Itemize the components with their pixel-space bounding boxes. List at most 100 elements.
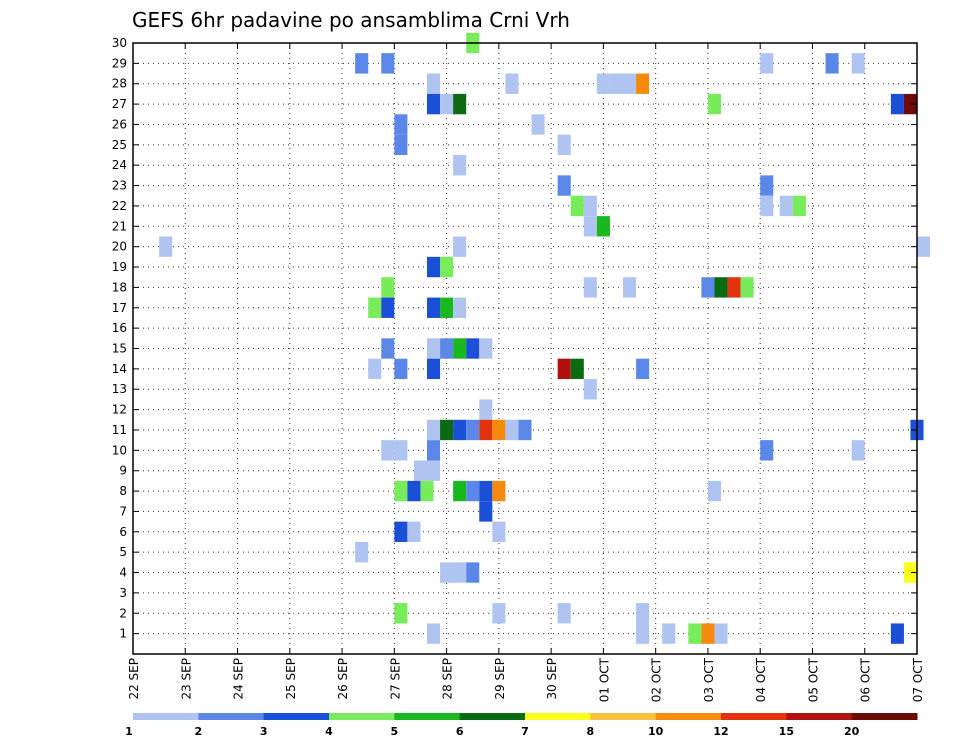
y-tick-label: 12 [112,403,127,417]
y-tick-label: 9 [119,464,127,478]
y-tick-label: 4 [119,566,127,580]
x-tick-label: 29 SEP [493,658,507,700]
precip-cell [623,73,637,94]
precip-cell [917,236,931,257]
precip-cell [583,195,597,217]
colorbar-label: 20 [844,725,860,738]
colorbar-label: 4 [325,725,333,738]
precip-cell [407,521,421,542]
colorbar-label: 3 [260,725,268,738]
precip-cell [570,358,584,380]
colorbar-label: 6 [456,725,464,738]
y-tick-label: 7 [119,504,127,518]
precip-cell [557,358,571,380]
y-tick-label: 8 [119,484,127,498]
grid-lines [132,42,918,654]
colorbar-label: 7 [521,725,529,738]
colorbar-swatch [786,713,853,720]
precip-cell [381,277,395,298]
precip-cell [707,480,721,502]
precip-cell [557,175,571,196]
y-tick-label: 15 [112,342,127,356]
precip-cell [609,73,623,94]
precip-cell [394,440,408,461]
colorbar-swatch [263,713,330,720]
precip-cell [466,338,480,359]
precip-cell [662,623,676,644]
y-tick-label: 23 [112,179,127,193]
precip-cell [427,460,441,481]
precip-cell [505,73,519,94]
colorbar-label: 15 [779,725,794,738]
precip-cell [570,195,584,217]
precip-cell [518,419,532,441]
y-tick-label: 28 [112,77,127,91]
precip-cell [394,521,408,542]
precip-cell [505,419,519,441]
precip-cell [636,603,650,624]
colorbar-swatch [198,713,265,720]
precipitation-cells [159,32,931,644]
x-tick-label: 06 OCT [859,657,873,702]
y-tick-label: 30 [112,36,127,50]
colorbar: 1 2 3 4 5 6 7 8 10 12 15 20 [125,713,918,738]
precip-cell [381,338,395,359]
colorbar-swatch [655,713,722,720]
precip-cell [394,134,408,156]
x-tick-label: 24 SEP [232,658,246,700]
chart-title: GEFS 6hr padavine po ansamblima Crni Vrh [132,8,570,32]
precip-cell [466,480,480,502]
precip-cell [636,358,650,380]
precip-cell [407,480,421,502]
precip-cell [557,134,571,156]
precip-cell [851,440,865,461]
precip-cell [479,501,493,522]
precip-cell [427,358,441,380]
precip-cell [903,562,917,583]
precip-cell [427,623,441,644]
x-tick-label: 07 OCT [911,657,925,702]
precip-cell [466,562,480,583]
precip-cell [453,155,467,176]
precip-cell [727,277,741,298]
y-tick-label: 3 [119,586,127,600]
precip-cell [440,256,454,278]
precip-cell [792,195,806,217]
precip-cell [760,195,774,217]
y-tick-label: 2 [119,606,127,620]
precip-cell [825,53,839,74]
y-tick-label: 13 [112,382,127,396]
y-tick-label: 27 [112,97,127,111]
precip-cell [760,175,774,196]
precip-cell [583,379,597,400]
precip-cell [368,297,382,318]
x-tick-label: 23 SEP [179,658,193,700]
colorbar-label: 2 [195,725,203,738]
precip-cell [596,216,610,237]
colorbar-label: 5 [391,725,399,738]
y-tick-label: 24 [112,158,127,172]
precip-cell [427,338,441,359]
colorbar-label: 1 [125,725,133,738]
precip-cell [636,73,650,94]
colorbar-label: 10 [648,725,664,738]
precip-cell [760,53,774,74]
x-tick-label: 22 SEP [127,658,141,700]
precip-cell [701,277,715,298]
precip-cell [688,623,702,644]
precip-cell [557,603,571,624]
colorbar-swatch [851,713,918,720]
precip-cell [740,277,754,298]
precip-cell [453,236,467,257]
precip-cell [583,277,597,298]
y-tick-label: 16 [112,321,127,335]
y-tick-label: 18 [112,280,127,294]
precip-cell [851,53,865,74]
precip-cell [394,114,408,135]
y-tick-label: 11 [112,423,127,437]
y-tick-label: 1 [119,627,127,641]
precip-cell [420,480,434,502]
x-tick-label: 04 OCT [754,657,768,702]
y-tick-label: 25 [112,138,127,152]
